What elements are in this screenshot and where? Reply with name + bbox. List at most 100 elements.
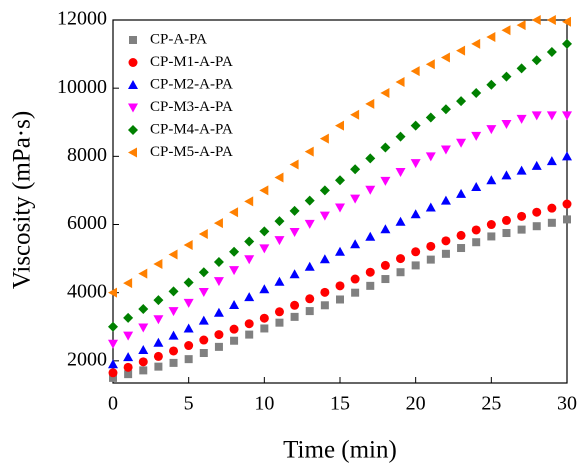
point <box>274 276 285 286</box>
point <box>516 114 527 124</box>
point <box>274 236 285 246</box>
point <box>426 255 435 264</box>
point <box>395 216 406 226</box>
point <box>380 142 391 153</box>
point <box>244 292 255 302</box>
point <box>365 231 376 241</box>
point <box>214 342 223 351</box>
x-tick-label: 5 <box>184 393 194 415</box>
x-tick-label: 0 <box>108 393 118 415</box>
point <box>108 339 118 349</box>
y-tick-label: 12000 <box>57 8 107 30</box>
point <box>183 298 194 308</box>
point <box>183 277 194 288</box>
point <box>153 295 164 306</box>
point <box>229 246 240 257</box>
point <box>380 260 390 270</box>
point <box>501 215 511 225</box>
point <box>411 261 420 270</box>
point <box>365 98 375 109</box>
point <box>153 337 164 347</box>
point <box>259 313 269 323</box>
legend-marker <box>128 147 137 158</box>
point <box>501 71 512 82</box>
point <box>562 199 572 209</box>
point <box>486 125 497 135</box>
point <box>531 111 542 121</box>
point <box>304 219 315 229</box>
point <box>183 323 194 333</box>
point <box>259 226 270 237</box>
point <box>456 138 467 148</box>
point <box>546 156 557 166</box>
point <box>396 254 406 264</box>
point <box>319 211 330 221</box>
point <box>274 307 284 317</box>
point <box>471 87 482 98</box>
point <box>441 249 450 258</box>
point <box>260 324 269 333</box>
point <box>562 111 572 121</box>
point <box>259 284 270 294</box>
point <box>213 218 223 229</box>
point <box>123 278 133 289</box>
point <box>229 207 239 218</box>
point <box>440 104 451 115</box>
point <box>153 315 164 325</box>
point <box>425 112 436 123</box>
point <box>108 321 118 332</box>
y-tick-label: 4000 <box>67 280 107 302</box>
point <box>184 341 194 351</box>
point <box>350 194 361 204</box>
point <box>471 182 482 192</box>
point <box>319 133 329 144</box>
point <box>350 274 360 284</box>
point <box>531 15 541 25</box>
point <box>425 59 435 70</box>
point <box>486 220 496 230</box>
point <box>516 20 526 31</box>
point <box>380 87 390 98</box>
point <box>471 38 481 49</box>
legend-label: CP-M4-A-PA <box>150 121 233 137</box>
point <box>168 307 179 317</box>
point <box>198 267 209 278</box>
point <box>229 299 240 309</box>
point <box>259 244 270 254</box>
point <box>351 288 360 297</box>
legend-label: CP-M3-A-PA <box>150 99 233 115</box>
point <box>138 357 148 367</box>
point <box>335 203 345 213</box>
point <box>381 275 390 284</box>
plot-frame <box>112 19 568 384</box>
point <box>440 145 451 155</box>
legend-label: CP-M5-A-PA <box>150 144 233 160</box>
point <box>365 185 376 195</box>
point <box>456 96 467 107</box>
point <box>396 268 405 277</box>
point <box>486 32 496 43</box>
point <box>501 119 512 129</box>
point <box>108 287 117 298</box>
point <box>350 239 361 249</box>
point <box>213 307 224 317</box>
point <box>139 366 148 375</box>
point <box>562 16 571 27</box>
point <box>169 346 179 356</box>
point <box>123 352 134 362</box>
point <box>304 195 315 206</box>
point <box>563 215 571 224</box>
point <box>305 294 315 304</box>
point <box>305 307 314 316</box>
point <box>199 335 209 345</box>
point <box>259 185 269 196</box>
point <box>274 216 285 227</box>
legend-label: CP-M2-A-PA <box>150 76 233 92</box>
point <box>516 165 527 175</box>
point <box>213 277 224 287</box>
point <box>214 330 224 340</box>
point <box>289 159 299 170</box>
legend-marker <box>128 125 138 135</box>
point <box>229 324 239 334</box>
point <box>304 146 314 157</box>
